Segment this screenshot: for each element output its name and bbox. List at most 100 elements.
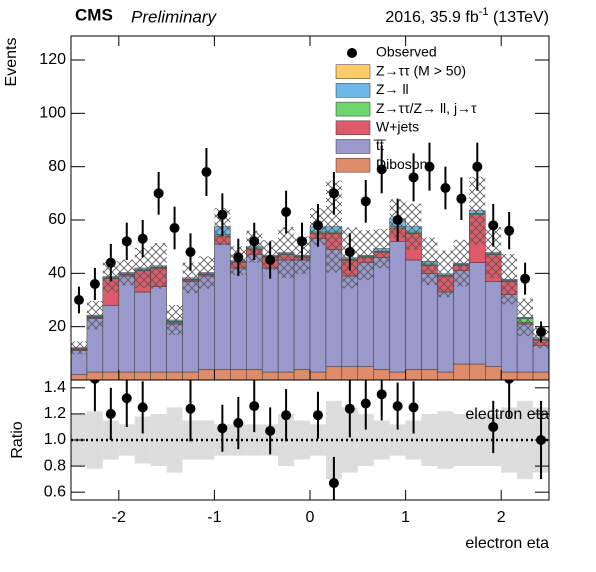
stack-bar xyxy=(86,371,104,380)
observed-point xyxy=(344,247,355,257)
ratio-point xyxy=(249,401,260,412)
ratio-band xyxy=(405,420,422,460)
uncertainty-hatch xyxy=(166,305,183,335)
ratio-point xyxy=(233,418,244,429)
stack-bar xyxy=(341,366,359,380)
energy: (13TeV) xyxy=(489,9,549,26)
ratio-y-tick-label: 0.8 xyxy=(44,457,66,474)
stack-bar xyxy=(421,369,438,380)
x-tick-label: -2 xyxy=(112,509,126,526)
observed-point xyxy=(265,255,276,265)
observed-point xyxy=(89,279,100,289)
ratio-y-label: Ratio xyxy=(9,421,26,458)
ratio-band xyxy=(246,424,263,456)
observed-point xyxy=(217,209,228,220)
stack-bar xyxy=(500,294,518,373)
observed-point xyxy=(472,161,483,172)
ratio-y-tick-label: 1.4 xyxy=(44,379,66,396)
uncertainty-hatch xyxy=(517,298,534,337)
stack-bar xyxy=(166,371,183,380)
ratio-point xyxy=(105,408,116,419)
stack-bar xyxy=(309,238,327,373)
observed-point xyxy=(137,233,148,244)
observed-point xyxy=(440,183,451,193)
y-tick-label: 120 xyxy=(39,51,66,68)
stack-bar xyxy=(485,366,502,380)
uncertainty-hatch xyxy=(118,259,135,286)
observed-point xyxy=(520,273,531,284)
legend-label: t̅t̅ xyxy=(373,137,387,153)
legend-label: W+jets xyxy=(376,119,419,135)
stack-bar xyxy=(500,371,518,380)
ratio-band xyxy=(325,400,342,480)
observed-point xyxy=(328,188,339,199)
stack-bar xyxy=(485,281,502,367)
uncertainty-hatch xyxy=(86,300,103,330)
stack-bar xyxy=(453,363,470,380)
uncertainty-hatch xyxy=(150,243,167,289)
observed-point xyxy=(297,236,308,247)
x-tick-label: -1 xyxy=(207,509,221,526)
stack-bar xyxy=(246,369,263,380)
legend-swatch xyxy=(335,64,371,79)
stack-bar xyxy=(261,371,279,380)
y-tick-label: 80 xyxy=(48,158,66,175)
ratio-band xyxy=(357,413,374,467)
ratio-title: electron eta xyxy=(465,406,549,423)
observed-point xyxy=(536,327,547,337)
stack-bar xyxy=(532,371,549,380)
cms-label: CMS xyxy=(75,5,113,24)
stack-bar xyxy=(277,371,295,380)
ratio-band xyxy=(166,407,183,473)
ratio-point xyxy=(392,401,403,412)
main-plot xyxy=(71,142,549,380)
ratio-point xyxy=(185,403,196,414)
legend-label: Diboson xyxy=(376,156,427,172)
uncertainty-hatch xyxy=(373,228,390,269)
y-axis-label: Events xyxy=(3,38,20,87)
legend-swatch xyxy=(335,139,371,154)
stack-bar xyxy=(150,286,167,373)
x-axis-label: electron eta xyxy=(465,535,549,552)
legend-swatch xyxy=(335,101,371,117)
lumi-label: 2016, 35.9 fb-1 (13TeV) xyxy=(385,6,549,26)
lumi: 2016, 35.9 fb xyxy=(385,9,479,26)
ratio-band xyxy=(341,407,358,473)
stack-bar xyxy=(516,371,534,380)
ratio-point xyxy=(312,410,323,421)
observed-point xyxy=(201,167,212,177)
stack-bar xyxy=(246,254,263,370)
stack-bar xyxy=(134,291,151,373)
stack-bar xyxy=(230,267,247,370)
stack-bar xyxy=(389,371,406,380)
legend-swatch xyxy=(335,83,371,98)
observed-point xyxy=(185,247,196,257)
y-tick-label: 20 xyxy=(48,318,66,335)
observed-point xyxy=(456,193,467,204)
stack-bar xyxy=(373,369,390,380)
observed-point xyxy=(312,220,323,231)
axes: 20 40 60 80 100 120 0.6 0.8 1.0 1.2 1.4 -2 -1 0 1 2 xyxy=(39,36,549,526)
uncertainty-hatch xyxy=(501,254,518,305)
observed-point xyxy=(121,236,132,247)
observed-point xyxy=(169,223,180,233)
observed-point xyxy=(424,161,435,172)
observed-point xyxy=(281,207,292,217)
ratio-frame xyxy=(70,379,550,501)
stack-bar xyxy=(405,369,422,380)
observed-point xyxy=(504,225,515,236)
ratio-point xyxy=(408,402,419,413)
stack-bar xyxy=(532,345,549,373)
stack-bar xyxy=(469,262,486,365)
ratio-band xyxy=(437,411,454,469)
uncertainty-hatch xyxy=(198,256,215,289)
stack-bar xyxy=(182,281,199,373)
stack-bar xyxy=(198,275,215,370)
ratio-point xyxy=(328,478,339,489)
stack-bar xyxy=(373,257,390,370)
stack-bar xyxy=(293,369,311,380)
legend-marker xyxy=(347,48,357,58)
stack-bar xyxy=(182,371,199,380)
uncertainty-hatch xyxy=(134,247,151,289)
